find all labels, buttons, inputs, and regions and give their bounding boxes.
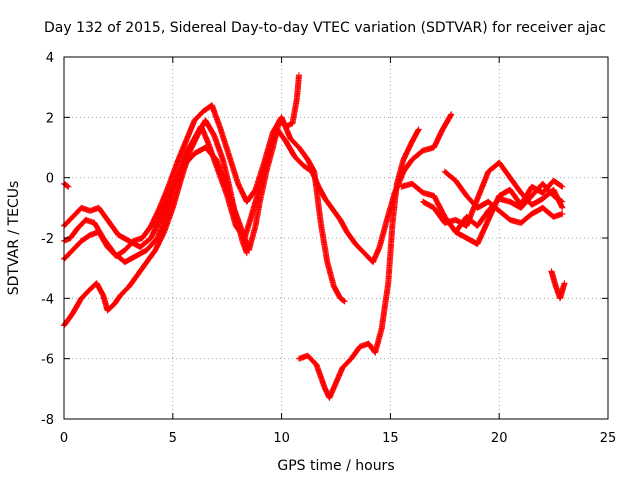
data-point-markers [61,180,72,190]
data-point-markers [452,180,566,235]
data-point-markers [398,177,566,247]
data-point-markers [548,268,568,302]
series-arc-10 [452,180,566,235]
axis-ticks: 0 5 10 15 20 25 -8 -6 -4 -2 0 2 4 [41,51,616,446]
y-tick-label: 4 [46,51,54,66]
series-arc-11 [548,268,568,302]
data-point-markers [296,126,422,401]
chart-title: Day 132 of 2015, Sidereal Day-to-day VTE… [44,20,606,36]
x-tick-label: 10 [273,431,290,446]
series-arc-6 [296,126,422,401]
y-tick-label: -8 [41,413,54,428]
grid [64,57,608,419]
plot-area [61,72,568,401]
x-tick-label: 5 [169,431,177,446]
series-arc-7 [398,177,566,247]
x-tick-label: 25 [600,431,617,446]
x-tick-label: 15 [382,431,399,446]
series-arc-1 [61,180,72,190]
x-tick-label: 20 [491,431,508,446]
y-axis-title: SDTVAR / TECUs [6,181,22,296]
y-tick-label: 0 [46,172,54,187]
x-axis-title: GPS time / hours [277,458,394,474]
y-tick-label: -6 [41,353,54,368]
y-tick-label: -2 [41,232,54,247]
y-tick-label: 2 [46,111,54,126]
x-tick-label: 0 [60,431,68,446]
y-tick-label: -4 [41,292,54,307]
